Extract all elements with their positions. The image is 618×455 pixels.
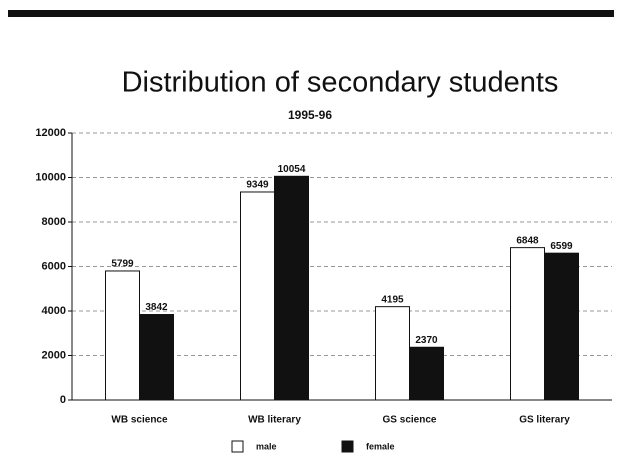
x-tick-label: WB science [111, 415, 168, 426]
bar [274, 175, 309, 401]
value-label: 4195 [381, 294, 404, 305]
bar [544, 252, 579, 401]
legend-swatch [341, 440, 354, 453]
value-label: 10054 [278, 164, 306, 175]
bar [375, 306, 410, 401]
value-label: 6599 [550, 241, 573, 252]
value-label: 3842 [145, 302, 168, 313]
bar [105, 270, 140, 401]
value-label: 9349 [246, 180, 269, 191]
value-label: 6848 [516, 235, 539, 246]
x-tick-label: GS literary [519, 415, 570, 426]
header-rule [8, 10, 614, 17]
y-tick-label: 0 [60, 394, 66, 406]
legend-label: male [256, 441, 277, 451]
x-tick-label: GS science [383, 415, 437, 426]
legend-label: female [366, 441, 395, 451]
value-label: 5799 [111, 259, 134, 270]
chart-title: Distribution of secondary students [122, 67, 559, 99]
bar [240, 191, 275, 401]
chart-subtitle: 1995-96 [288, 108, 332, 122]
value-label: 2370 [415, 335, 438, 346]
y-tick-label: 8000 [42, 216, 66, 228]
y-tick-label: 12000 [35, 127, 66, 139]
y-tick-label: 6000 [42, 260, 66, 272]
y-tick-label: 2000 [42, 349, 66, 361]
y-tick-label: 10000 [35, 171, 66, 183]
x-tick-label: WB literary [248, 415, 301, 426]
bar [139, 314, 174, 401]
y-tick-label: 4000 [42, 305, 66, 317]
bar [510, 247, 545, 401]
bar [409, 346, 444, 401]
legend-swatch [231, 440, 244, 453]
